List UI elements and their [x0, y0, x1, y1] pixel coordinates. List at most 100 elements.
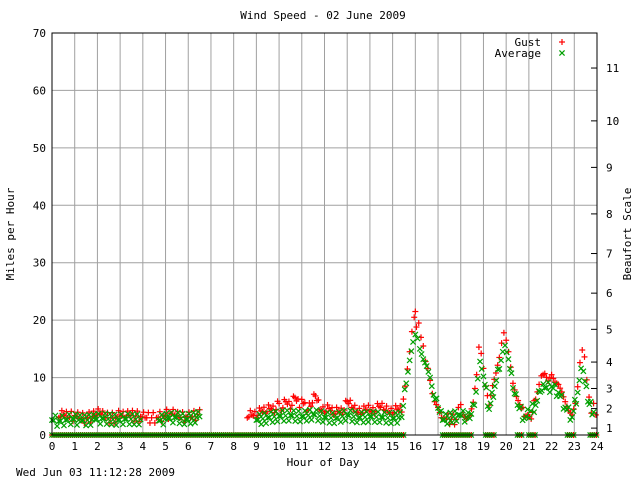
- x-tick-label: 3: [117, 440, 124, 453]
- point-average-b: [164, 415, 171, 422]
- point-gust: [345, 400, 352, 407]
- footer-timestamp: Wed Jun 03 11:12:28 2009: [16, 466, 175, 479]
- x-tick-label: 24: [590, 440, 604, 453]
- point-average-b: [263, 420, 270, 427]
- point-average-b: [397, 409, 404, 416]
- point-average-b: [174, 409, 181, 416]
- point-average-b: [567, 416, 574, 423]
- point-average-b: [503, 349, 510, 356]
- point-average-b: [93, 416, 100, 423]
- legend-average-symbol: [558, 49, 566, 57]
- point-average-b: [181, 421, 188, 428]
- point-average-b: [362, 414, 369, 421]
- point-average-b: [134, 411, 141, 418]
- point-average: [567, 416, 574, 423]
- point-average-b: [76, 412, 84, 419]
- point-average: [62, 417, 69, 424]
- point-average: [441, 416, 448, 423]
- y-tick-label: 20: [33, 314, 46, 327]
- point-average-b: [90, 411, 97, 418]
- point-average-b: [349, 418, 356, 425]
- point-average: [169, 419, 176, 426]
- point-average-b: [350, 413, 357, 420]
- point-average-b: [387, 420, 395, 427]
- point-average: [491, 383, 498, 390]
- point-average: [442, 410, 449, 417]
- point-average-b: [483, 384, 490, 391]
- point-average-b: [274, 418, 281, 425]
- point-average-b: [92, 416, 99, 423]
- point-average: [93, 416, 100, 423]
- point-average-b: [563, 406, 570, 413]
- point-average-b: [477, 358, 484, 365]
- legend-average-label: Average: [495, 47, 541, 60]
- point-average-b: [155, 417, 162, 424]
- point-average: [97, 420, 104, 427]
- x-tick-label: 20: [500, 440, 513, 453]
- beaufort-tick-label: 2: [606, 403, 613, 416]
- point-average: [503, 349, 510, 356]
- point-average-b: [392, 409, 399, 416]
- point-gust: [333, 404, 340, 411]
- point-average-b: [124, 410, 131, 417]
- x-tick-label: 17: [431, 440, 444, 453]
- point-average-b: [480, 373, 487, 380]
- point-gust: [260, 404, 267, 411]
- point-average: [483, 384, 490, 391]
- point-average-b: [488, 389, 495, 396]
- point-average: [132, 416, 139, 423]
- point-average-b: [135, 421, 142, 428]
- point-average: [438, 407, 445, 414]
- point-average-b: [297, 418, 304, 425]
- x-tick-label: 12: [318, 440, 331, 453]
- point-average: [137, 416, 144, 423]
- point-average: [379, 414, 386, 421]
- point-average: [465, 409, 472, 416]
- point-average-b: [318, 408, 325, 415]
- point-average-b: [184, 416, 191, 423]
- point-average: [543, 384, 550, 391]
- x-tick-label: 16: [409, 440, 422, 453]
- point-average: [466, 415, 473, 422]
- point-average-b: [517, 403, 524, 410]
- point-gust: [503, 337, 510, 344]
- point-average-b: [302, 407, 309, 414]
- point-average: [345, 412, 352, 419]
- point-average: [72, 411, 79, 418]
- point-average-b: [308, 416, 315, 423]
- point-average: [373, 413, 380, 420]
- x-tick-label: 11: [295, 440, 308, 453]
- point-average-b: [326, 419, 333, 426]
- point-average-b: [583, 383, 590, 390]
- point-average: [98, 415, 105, 422]
- point-average: [403, 380, 410, 387]
- point-average: [66, 411, 73, 418]
- point-average: [108, 421, 115, 428]
- point-average: [514, 402, 521, 409]
- point-average-b: [365, 418, 372, 425]
- point-average: [327, 414, 335, 421]
- point-gust: [576, 359, 583, 366]
- point-average-b: [459, 407, 467, 414]
- point-gust: [251, 408, 258, 415]
- point-average: [55, 418, 62, 425]
- point-average-b: [505, 356, 512, 363]
- point-average-b: [331, 420, 338, 427]
- point-average-b: [461, 418, 468, 425]
- point-average: [481, 381, 488, 388]
- point-gust: [360, 403, 367, 410]
- point-average-b: [347, 407, 354, 414]
- point-average: [69, 415, 76, 422]
- point-average: [342, 417, 349, 424]
- x-tick-label: 5: [162, 440, 169, 453]
- point-average: [319, 418, 326, 425]
- point-average-b: [259, 415, 266, 422]
- point-average: [353, 419, 360, 426]
- point-gust: [365, 402, 372, 409]
- point-average-b: [381, 409, 388, 416]
- point-average: [570, 407, 577, 415]
- point-gust: [163, 406, 170, 413]
- point-average: [447, 409, 454, 416]
- beaufort-tick-label: 8: [606, 208, 613, 221]
- point-average: [321, 414, 328, 421]
